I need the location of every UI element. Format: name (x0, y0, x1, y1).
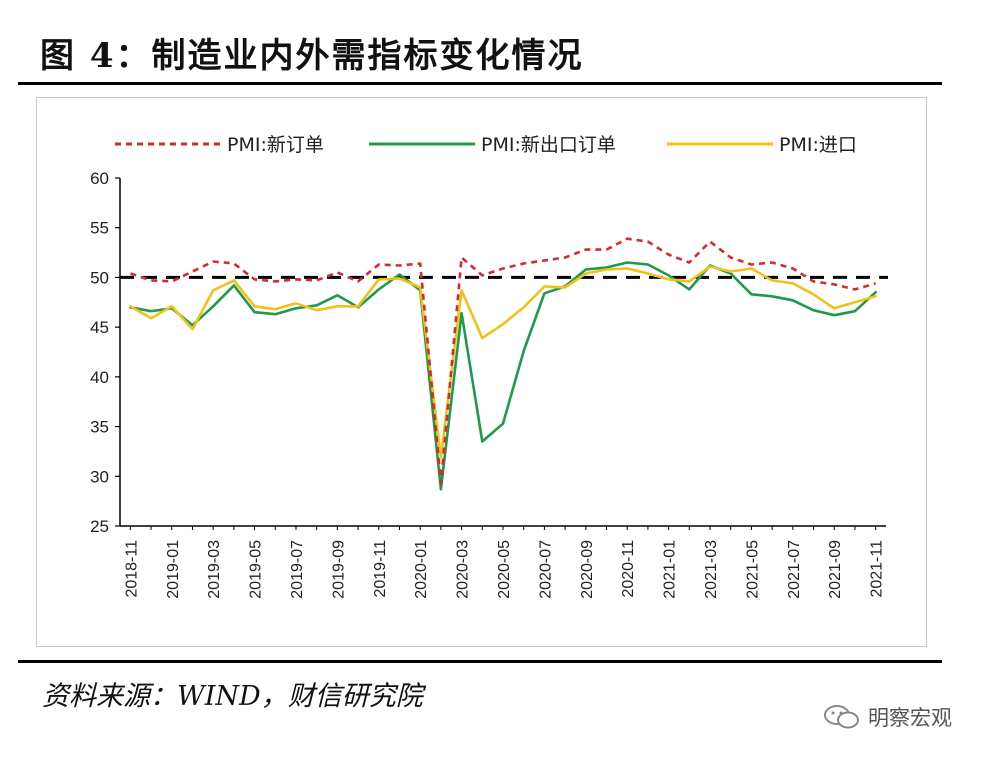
title-divider (18, 82, 942, 85)
y-tick-label: 50 (90, 268, 109, 287)
x-tick-label: 2021-11 (869, 540, 886, 598)
y-tick-label: 60 (90, 169, 109, 188)
wechat-icon (824, 705, 859, 729)
y-tick-label: 35 (90, 418, 109, 437)
x-tick-label: 2021-03 (703, 540, 720, 599)
x-tick-label: 2019-05 (248, 540, 265, 599)
x-tick-label: 2021-09 (827, 540, 844, 599)
watermark-text: 明察宏观 (868, 706, 952, 730)
x-tick-label: 2021-01 (662, 540, 679, 599)
chart-frame: PMI:新订单 PMI:新出口订单 PMI:进口 25 30 35 40 45 50 55 60 … (36, 97, 927, 647)
line-chart: PMI:新订单 PMI:新出口订单 PMI:进口 2530354045505560 … (90, 134, 888, 599)
source-divider (18, 660, 942, 663)
x-tick-label: 2021-07 (786, 540, 803, 599)
x-tick-label: 2019-09 (330, 540, 347, 599)
x-tick-label: 2020-07 (537, 540, 554, 599)
source-note: 资料来源：WIND，财信研究院 (42, 681, 423, 712)
series-line-0 (129, 237, 876, 485)
y-tick-label: 30 (90, 467, 109, 486)
series-line-2 (129, 265, 877, 459)
legend: PMI:新订单 PMI:新出口订单 PMI:进口 (115, 134, 857, 156)
x-tick-label: 2020-01 (413, 540, 430, 599)
y-tick-label: 40 (90, 368, 109, 387)
y-tick-label: 55 (90, 219, 109, 238)
x-tick-label: 2018-11 (123, 540, 140, 598)
series-line-1 (129, 261, 877, 491)
legend-label-1: PMI:新出口订单 (481, 134, 616, 156)
x-tick-label: 2019-07 (289, 540, 306, 599)
x-tick-label: 2019-11 (372, 540, 389, 598)
y-axis: 25 30 35 40 45 50 55 60 (90, 169, 121, 536)
legend-label-2: PMI:进口 (779, 134, 857, 156)
x-tick-label: 2020-09 (579, 540, 596, 599)
plot-area (120, 237, 888, 491)
x-tick-label: 2020-11 (620, 540, 637, 598)
watermark: 明察宏观 (822, 702, 952, 732)
legend-label-0: PMI:新订单 (227, 134, 324, 156)
x-tick-label: 2019-03 (206, 540, 223, 599)
y-tick-label: 45 (90, 318, 109, 337)
figure-title: 图 4：制造业内外需指标变化情况 (40, 36, 584, 76)
x-tick-label: 2020-05 (496, 540, 513, 599)
x-tick-label: 2020-03 (455, 540, 472, 599)
y-tick-label: 25 (90, 517, 109, 536)
x-tick-label: 2021-05 (744, 540, 761, 599)
x-axis: 2018-11 2019-01 2019-03 2019-05 2019-07 2019-… (120, 525, 886, 599)
x-tick-label: 2019-01 (165, 540, 182, 599)
